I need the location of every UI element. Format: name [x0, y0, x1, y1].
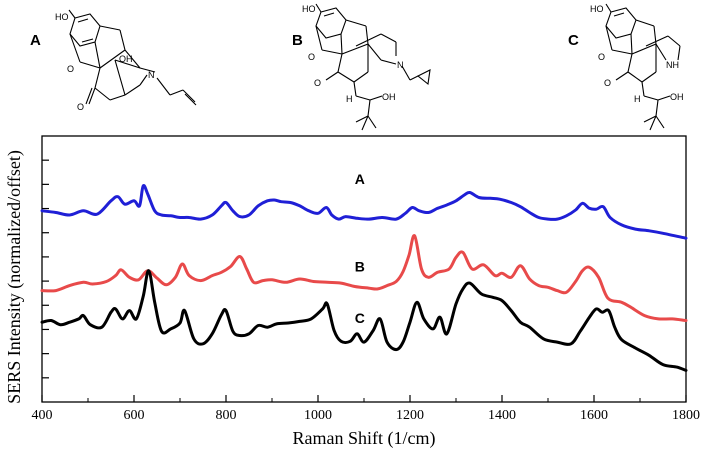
structure-c-atom-methoxy-o: O	[604, 78, 611, 88]
structure-b-label: B	[292, 32, 303, 49]
structure-c-drawing: HO O NH O H OH	[590, 3, 684, 131]
series-layer	[40, 184, 688, 372]
x-axis-ticks: 400 600 800 1000 1200 1400 1600 1800	[32, 395, 700, 423]
y-axis-ticks	[42, 159, 49, 379]
series-line-b	[40, 234, 688, 322]
structure-a: A HO	[30, 9, 197, 112]
structure-c-atom-o: O	[598, 52, 605, 62]
x-tick-label: 1400	[488, 408, 516, 423]
x-tick-label: 1600	[580, 408, 608, 423]
structure-c-label: C	[568, 32, 579, 49]
x-tick-label: 1000	[304, 408, 332, 423]
series-line-a	[40, 184, 688, 240]
structure-a-atom-n: N	[148, 70, 155, 80]
structure-b-atom-n: N	[397, 60, 404, 70]
series-tag-c: C	[355, 310, 365, 326]
structure-b-atom-methoxy-o: O	[314, 78, 321, 88]
structure-b: B	[292, 3, 431, 131]
structure-a-label: A	[30, 32, 41, 49]
series-tag-b: B	[355, 258, 365, 274]
structure-b-atom-oh: OH	[382, 92, 396, 102]
plot-area: 400 600 800 1000 1200 1400 1600 1800 A B C Raman …	[4, 135, 700, 449]
structure-b-atom-ho: HO	[302, 4, 316, 14]
structure-c-atom-h: H	[634, 94, 641, 104]
x-tick-label: 600	[124, 408, 145, 423]
structure-a-atom-ketone-o: O	[77, 102, 84, 112]
x-tick-label: 1800	[672, 408, 700, 423]
structure-a-atom-oh: OH	[119, 54, 133, 64]
x-tick-label: 800	[216, 408, 237, 423]
y-axis-title: SERS Intensity (normalized/offset)	[4, 150, 25, 404]
series-annotations: A B C	[355, 171, 365, 326]
structure-c: C HO O	[568, 3, 684, 131]
structure-b-drawing: HO O N O H OH	[302, 3, 431, 131]
structure-c-atom-oh: OH	[670, 92, 684, 102]
x-axis-title: Raman Shift (1/cm)	[293, 428, 436, 449]
structure-b-atom-h: H	[346, 94, 353, 104]
structure-c-atom-nh: NH	[666, 60, 679, 70]
structure-b-atom-o: O	[308, 52, 315, 62]
structure-c-atom-ho: HO	[590, 4, 604, 14]
x-tick-label: 1200	[396, 408, 424, 423]
series-tag-a: A	[355, 171, 365, 187]
structure-a-drawing: HO O OH N O	[55, 9, 197, 112]
structure-a-atom-o: O	[67, 64, 74, 74]
structure-a-atom-ho: HO	[55, 12, 69, 22]
x-tick-label: 400	[32, 408, 53, 423]
series-line-c	[40, 269, 688, 372]
